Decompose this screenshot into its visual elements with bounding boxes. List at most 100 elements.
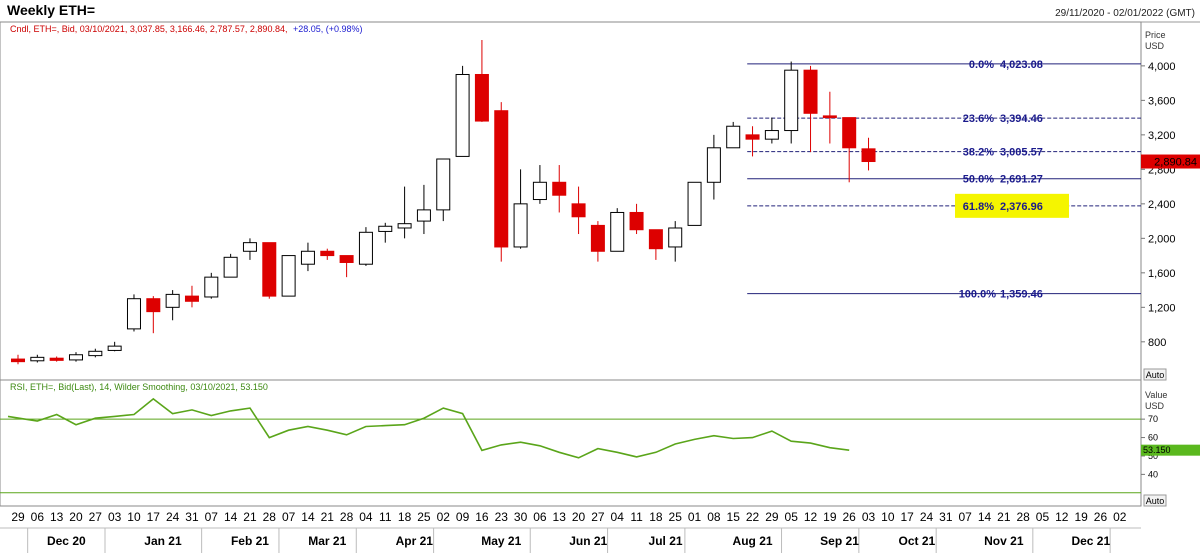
x-day-label: 04 (611, 510, 625, 524)
x-day-label: 06 (533, 510, 547, 524)
candle[interactable] (300, 242, 315, 272)
candlestick-series (11, 40, 876, 365)
candle[interactable] (436, 158, 451, 222)
price-legend-change: +28.05, (+0.98%) (293, 24, 363, 34)
candle[interactable] (494, 102, 509, 262)
x-day-label: 18 (649, 510, 663, 524)
price-legend: Cndl, ETH=, Bid, 03/10/2021, 3,037.85, 3… (10, 24, 363, 34)
x-month-label: Jul 21 (649, 534, 683, 548)
rsi-line[interactable] (7, 397, 850, 459)
candle[interactable] (281, 255, 296, 297)
candle[interactable] (455, 65, 470, 157)
x-day-label: 17 (901, 510, 915, 524)
x-day-label: 10 (127, 510, 141, 524)
candle[interactable] (532, 165, 547, 204)
candle[interactable] (726, 121, 741, 149)
candle[interactable] (204, 272, 219, 299)
candle[interactable] (397, 186, 412, 239)
candle[interactable] (339, 255, 354, 278)
x-day-label: 08 (707, 510, 721, 524)
price-auto-label: Auto (1146, 370, 1165, 380)
candle[interactable] (49, 356, 64, 362)
x-month-label: Nov 21 (984, 534, 1024, 548)
candle[interactable] (474, 40, 489, 122)
rsi-axis-unit: USD (1145, 401, 1165, 411)
candle[interactable] (648, 229, 663, 260)
candle[interactable] (861, 137, 876, 171)
x-day-label: 21 (243, 510, 257, 524)
price-legend-values: Cndl, ETH=, Bid, 03/10/2021, 3,037.85, 3… (10, 24, 287, 34)
candle-body-down (184, 295, 199, 302)
x-day-label: 25 (417, 510, 431, 524)
candle[interactable] (745, 126, 760, 157)
x-day-label: 17 (147, 510, 161, 524)
price-panel[interactable] (0, 21, 1142, 381)
candle[interactable] (513, 169, 528, 249)
x-month-label: Sep 21 (820, 534, 859, 548)
candle[interactable] (165, 290, 180, 321)
candle[interactable] (764, 117, 779, 144)
x-day-label: 14 (301, 510, 315, 524)
fib-pct-label: 0.0% (969, 59, 994, 71)
candle[interactable] (68, 352, 83, 362)
x-day-label: 25 (669, 510, 683, 524)
price-axis-unit: USD (1145, 41, 1165, 51)
x-day-label: 21 (997, 510, 1011, 524)
candle[interactable] (687, 181, 702, 226)
candle-body-down (745, 134, 760, 140)
last-price-label: 2,890.84 (1154, 157, 1197, 169)
candle[interactable] (146, 296, 161, 334)
candle[interactable] (668, 221, 683, 262)
candle-body-up (300, 250, 315, 265)
last-price-tag-bg (1141, 154, 1200, 169)
rsi-panel[interactable] (0, 379, 1142, 507)
x-day-label: 28 (263, 510, 277, 524)
candle-body-up (726, 125, 741, 149)
rsi-auto-button[interactable] (1143, 494, 1167, 507)
candle-body-down (494, 110, 509, 248)
candle[interactable] (107, 341, 122, 352)
candle[interactable] (242, 238, 257, 260)
candle[interactable] (706, 134, 721, 200)
candle[interactable] (30, 354, 45, 363)
candle-body-up (358, 231, 373, 265)
candle-body-up (242, 242, 257, 252)
candle[interactable] (822, 91, 837, 144)
x-day-label: 07 (282, 510, 296, 524)
candle-body-up (455, 73, 470, 157)
candle-body-down (11, 358, 25, 363)
x-day-label: 14 (978, 510, 992, 524)
candle-body-up (784, 69, 799, 132)
candle[interactable] (552, 165, 567, 213)
candle-body-down (49, 357, 64, 361)
candle[interactable] (803, 65, 818, 153)
candle-body-up (204, 276, 219, 298)
candle[interactable] (126, 294, 141, 332)
candle[interactable] (11, 354, 25, 365)
header-bar (0, 0, 1200, 22)
candle[interactable] (184, 285, 199, 308)
x-month-label: Aug 21 (733, 534, 773, 548)
price-tick-label: 3,600 (1148, 95, 1176, 107)
candle[interactable] (223, 253, 238, 278)
x-day-label: 29 (11, 510, 25, 524)
candle[interactable] (610, 208, 625, 252)
candle[interactable] (358, 227, 373, 266)
x-day-label: 16 (475, 510, 489, 524)
candle[interactable] (416, 184, 431, 235)
x-day-label: 26 (843, 510, 857, 524)
candle[interactable] (571, 186, 586, 235)
price-auto-button[interactable] (1143, 368, 1167, 381)
candle[interactable] (784, 61, 799, 144)
candle[interactable] (590, 221, 605, 262)
x-month-label: Jun 21 (569, 534, 607, 548)
fib-value-label: 3,394.46 (1000, 113, 1043, 125)
candle[interactable] (320, 248, 335, 260)
candle[interactable] (842, 117, 857, 183)
candle[interactable] (629, 203, 644, 235)
candle[interactable] (262, 242, 277, 299)
candle[interactable] (378, 222, 393, 243)
candle[interactable] (88, 348, 103, 358)
fib-highlight (955, 193, 1069, 218)
candle-body-down (648, 229, 663, 250)
